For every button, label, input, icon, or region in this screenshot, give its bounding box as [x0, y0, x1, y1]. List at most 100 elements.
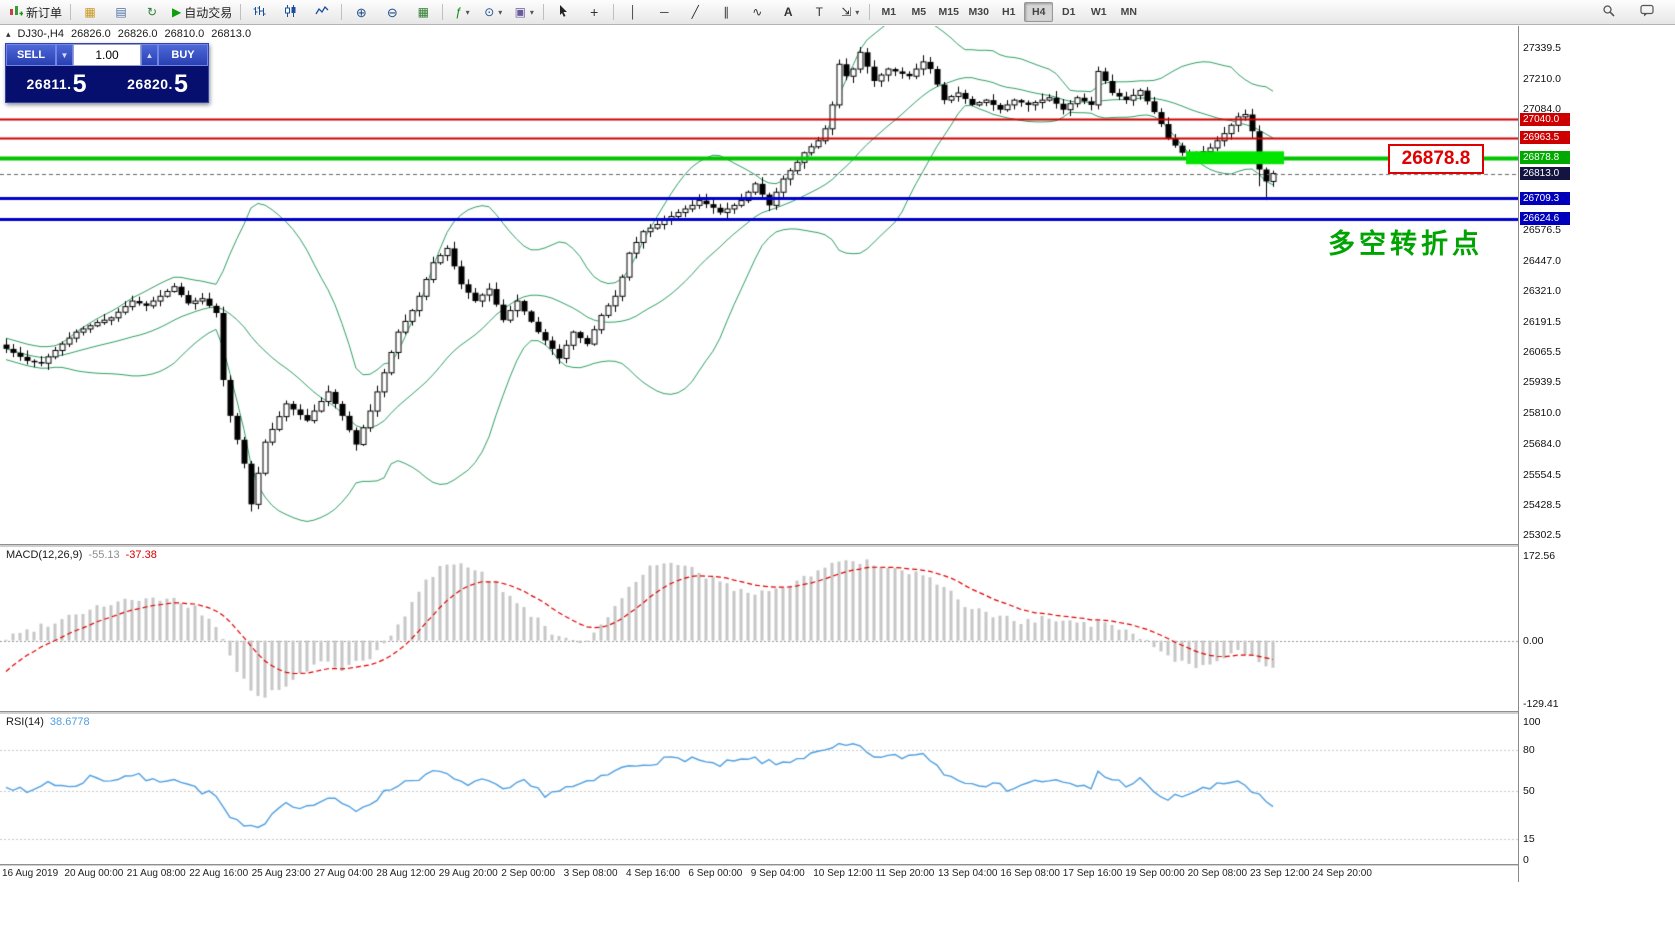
- price-badge: 26963.5: [1520, 131, 1570, 145]
- rsi-scale-label: 80: [1523, 743, 1535, 756]
- macd-pane-canvas[interactable]: [0, 547, 1518, 712]
- text-icon: A: [783, 5, 793, 19]
- price-scale-label: 25554.5: [1523, 468, 1561, 481]
- text-label-icon: T: [815, 5, 823, 19]
- price-scale-label: 26321.0: [1523, 285, 1561, 298]
- volume-input[interactable]: [73, 44, 141, 66]
- periods-dropdown-button[interactable]: ⊙ ▾: [478, 1, 508, 23]
- templates-icon: ▣: [514, 5, 526, 19]
- horizontal-line-icon: ─: [660, 5, 669, 19]
- toolbar-separator: [869, 4, 871, 20]
- timeframe-button-m30[interactable]: M30: [968, 6, 989, 18]
- timeframe-button-m1[interactable]: M1: [881, 6, 897, 18]
- chart-open-value: 26826.0: [71, 28, 111, 40]
- chat-icon: [1640, 4, 1654, 20]
- channel-icon: ∥: [723, 5, 730, 19]
- time-label: 11 Sep 20:00: [875, 868, 935, 879]
- time-axis[interactable]: 16 Aug 2019 20 Aug 00:00 21 Aug 08:00 22 Au…: [0, 866, 1570, 882]
- text-label-button[interactable]: T: [804, 1, 834, 23]
- cursor-button[interactable]: [548, 1, 578, 23]
- trendline-icon: ╱: [691, 5, 699, 19]
- pane-divider[interactable]: [0, 864, 1570, 867]
- crosshair-button[interactable]: +: [579, 1, 609, 23]
- trendline-button[interactable]: ╱: [680, 1, 710, 23]
- candlestick-chart-button[interactable]: [276, 1, 306, 23]
- price-badge: 26878.8: [1520, 151, 1570, 165]
- vertical-line-button[interactable]: │: [618, 1, 648, 23]
- chat-button[interactable]: [1632, 1, 1662, 23]
- sell-price[interactable]: 26811. 5: [6, 66, 107, 102]
- text-button[interactable]: A: [773, 1, 803, 23]
- price-badge: 26709.3: [1520, 191, 1570, 205]
- zoom-out-icon: ⊖: [386, 4, 398, 20]
- time-label: 22 Aug 16:00: [189, 868, 249, 879]
- profiles-button[interactable]: ▦: [75, 1, 105, 23]
- zoom-in-button[interactable]: ⊕: [346, 1, 376, 23]
- timeframe-button-d1[interactable]: D1: [1062, 6, 1076, 18]
- chart-close-value: 26813.0: [211, 28, 252, 40]
- fibonacci-button[interactable]: ∿: [742, 1, 772, 23]
- volume-decrement-button[interactable]: ▼: [56, 44, 73, 66]
- time-label: 16 Aug 2019: [2, 868, 59, 879]
- shapes-icon: ⇲: [841, 5, 852, 19]
- line-chart-button[interactable]: [307, 1, 337, 23]
- tile-windows-button[interactable]: ▦: [408, 1, 438, 23]
- rsi-pane-canvas[interactable]: [0, 714, 1518, 864]
- chevron-down-icon: ▾: [498, 7, 503, 17]
- horizontal-line-button[interactable]: ─: [649, 1, 679, 23]
- chart-low-value: 26810.0: [164, 28, 205, 40]
- timeframe-button-m15[interactable]: M15: [938, 6, 959, 18]
- price-scale-label: 27210.0: [1523, 72, 1561, 85]
- price-scale[interactable]: 27339.5 27210.0 27084.0 26576.5 26447.0 26321…: [1518, 26, 1571, 882]
- indicators-button[interactable]: ƒ ▾: [447, 1, 477, 23]
- arrows-button[interactable]: ⇲ ▾: [835, 1, 865, 23]
- chart-marker-icon[interactable]: ▴: [6, 28, 11, 39]
- bar-chart-button[interactable]: [245, 1, 275, 23]
- time-label: 19 Sep 00:00: [1125, 868, 1185, 879]
- cursor-icon: [557, 4, 569, 20]
- chart-header: ▴ DJ30-,H4 26826.0 26826.0 26810.0 26813…: [6, 28, 251, 40]
- chart-title: DJ30-,H4: [17, 28, 64, 40]
- timeframe-button-mn[interactable]: MN: [1120, 6, 1137, 18]
- timeframe-button-h1[interactable]: H1: [1002, 6, 1016, 18]
- tile-windows-icon: ▦: [417, 5, 429, 19]
- toolbar-separator: [442, 4, 444, 20]
- search-button[interactable]: [1594, 1, 1624, 23]
- new-order-icon: [9, 5, 24, 20]
- refresh-button[interactable]: ↻: [137, 1, 167, 23]
- timeframe-button-h4[interactable]: H4: [1024, 2, 1054, 22]
- macd-scale-label: 0.00: [1523, 634, 1544, 647]
- price-scale-label: 25684.0: [1523, 437, 1561, 450]
- buy-price[interactable]: 26820. 5: [107, 66, 208, 102]
- zoom-out-button[interactable]: ⊖: [377, 1, 407, 23]
- profiles-icon: ▦: [84, 5, 96, 19]
- price-badge: 27040.0: [1520, 112, 1570, 126]
- time-label: 27 Aug 04:00: [314, 868, 373, 879]
- turning-point-note[interactable]: 多空转折点: [1328, 229, 1483, 259]
- rsi-indicator-label: RSI(14) 38.6778: [6, 716, 90, 728]
- toolbar-separator: [70, 4, 72, 20]
- templates-dropdown-button[interactable]: ▣ ▾: [509, 1, 539, 23]
- bar-chart-icon: [253, 5, 267, 20]
- price-callout[interactable]: 26878.8: [1388, 144, 1484, 174]
- price-scale-label: 27339.5: [1523, 41, 1561, 54]
- new-order-button[interactable]: 新订单: [5, 1, 66, 23]
- rsi-value: 38.6778: [49, 716, 90, 728]
- main-chart-canvas[interactable]: [0, 26, 1518, 545]
- pane-divider[interactable]: [0, 544, 1570, 547]
- toolbar-separator: [613, 4, 615, 20]
- equidistant-channel-button[interactable]: ∥: [711, 1, 741, 23]
- sell-button[interactable]: SELL: [6, 44, 56, 66]
- pane-divider[interactable]: [0, 711, 1570, 714]
- data-window-button[interactable]: ▤: [106, 1, 136, 23]
- rsi-scale-label: 50: [1523, 785, 1535, 797]
- auto-trading-icon: ▶: [172, 5, 182, 19]
- timeframe-button-m5[interactable]: M5: [911, 6, 927, 18]
- time-label: 20 Sep 08:00: [1187, 868, 1248, 879]
- periods-icon: ⊙: [484, 5, 495, 19]
- buy-button[interactable]: BUY: [158, 44, 208, 66]
- volume-increment-button[interactable]: ▲: [141, 44, 158, 66]
- auto-trading-button[interactable]: ▶ 自动交易: [168, 1, 236, 23]
- price-scale-label: 26065.5: [1523, 346, 1561, 359]
- timeframe-button-w1[interactable]: W1: [1090, 6, 1107, 18]
